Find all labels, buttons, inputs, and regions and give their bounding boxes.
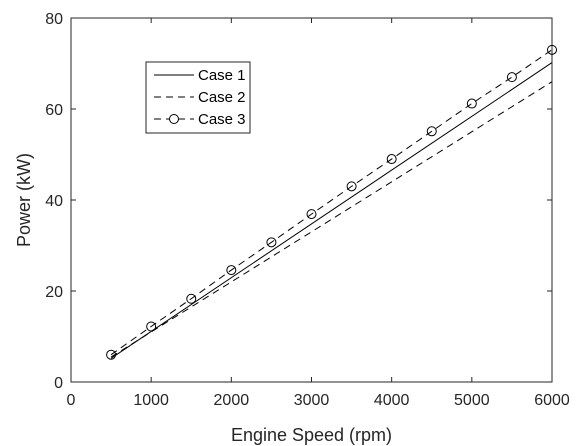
series-line-2: [110, 81, 553, 358]
y-tick-label: 80: [45, 11, 63, 28]
x-tick-label: 3000: [294, 392, 330, 409]
series-3-point: [226, 265, 237, 276]
series-3-point: [266, 237, 277, 248]
series-3-point: [466, 98, 477, 109]
series-3-point: [106, 349, 117, 360]
legend-label-1: Case 1: [198, 67, 246, 84]
x-axis-label: Engine Speed (rpm): [231, 425, 392, 445]
y-tick-label: 20: [45, 284, 63, 301]
series-3-point: [547, 44, 557, 55]
series-layer: [106, 44, 557, 360]
series-3-point: [506, 72, 517, 83]
x-tick-label: 4000: [374, 392, 410, 409]
x-axis: 0 1000 2000 3000 4000 5000 6000: [67, 18, 570, 409]
series-3-point: [186, 293, 197, 304]
x-tick-label: 0: [67, 392, 76, 409]
series-3-point: [306, 209, 317, 220]
y-tick-label: 40: [45, 193, 63, 210]
x-tick-label: 5000: [454, 392, 490, 409]
series-line-3: [110, 49, 553, 356]
series-3-point: [146, 321, 157, 332]
series-3-point: [346, 181, 357, 192]
legend-marker-3: [169, 114, 179, 124]
x-tick-label: 1000: [133, 392, 169, 409]
legend-box: [145, 61, 251, 134]
series-line-1: [110, 62, 553, 359]
legend-label-2: Case 2: [198, 89, 246, 106]
y-tick-label: 60: [45, 102, 63, 119]
y-axis-label: Power (kW): [14, 153, 34, 247]
legend: Case 1 Case 2 Case 3: [145, 61, 251, 134]
plot-area: [70, 17, 553, 383]
series-3-point: [386, 154, 397, 165]
series-3-point: [426, 126, 437, 137]
y-axis: 0 20 40 60 80: [45, 11, 552, 392]
legend-label-3: Case 3: [198, 111, 246, 128]
y-tick-label: 0: [54, 375, 63, 392]
x-tick-label: 6000: [534, 392, 570, 409]
x-tick-label: 2000: [214, 392, 250, 409]
